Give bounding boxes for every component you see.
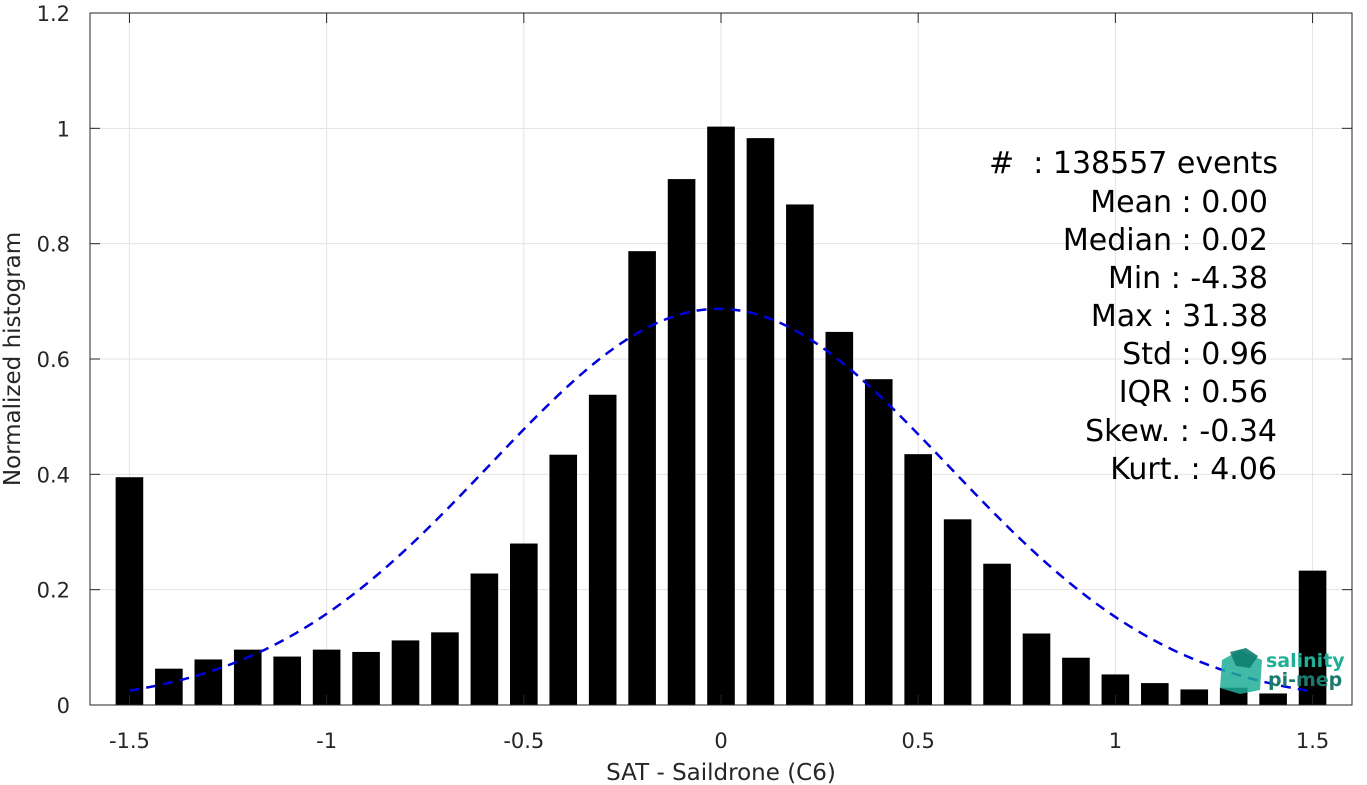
histogram-bar: [510, 543, 538, 705]
x-tick-label: -0.5: [503, 729, 544, 753]
x-tick-label: -1.5: [109, 729, 150, 753]
histogram-bar: [588, 394, 617, 705]
histogram-bar: [904, 454, 932, 705]
histogram-bar: [786, 204, 814, 705]
x-tick-labels: -1.5 -1 -0.5 0 0.5 1 1.5: [109, 729, 1329, 753]
histogram-bar: [943, 519, 972, 705]
y-tick-label: 0.2: [37, 579, 70, 603]
logo-wave-icon-dark: [1230, 648, 1258, 668]
histogram-bar: [983, 563, 1011, 705]
stats-min: Min : -4.38: [1108, 261, 1268, 296]
histogram-bar: [746, 138, 775, 706]
x-axis-label: SAT - Saildrone (C6): [606, 760, 836, 785]
x-tick-label: -1: [316, 729, 337, 753]
histogram-bar: [431, 632, 459, 705]
histogram-bar: [1180, 689, 1209, 705]
histogram-bar: [1062, 657, 1090, 705]
histogram-bar: [1259, 693, 1287, 705]
stats-skew: Skew. : -0.34: [1085, 414, 1277, 449]
histogram-bar: [233, 649, 262, 705]
histogram-bar: [667, 179, 696, 705]
histogram-bar: [1298, 570, 1327, 705]
logo-text-salinity: salinity: [1266, 650, 1345, 672]
y-tick-label: 0.8: [37, 233, 70, 257]
x-tick-label: 1: [1109, 729, 1122, 753]
stats-median: Median : 0.02: [1063, 223, 1268, 258]
histogram-bar: [391, 640, 420, 705]
stats-kurt: Kurt. : 4.06: [1110, 452, 1277, 487]
y-axis-label: Normalized histogram: [0, 232, 26, 486]
histogram-bar: [707, 126, 735, 705]
y-tick-labels: 0 0.2 0.4 0.6 0.8 1 1.2: [37, 2, 70, 718]
stats-mean: Mean : 0.00: [1090, 185, 1268, 220]
stats-box: # : 138557 events Mean : 0.00 Median : 0…: [989, 146, 1278, 487]
histogram-bar: [115, 477, 144, 705]
histogram-bar: [1141, 683, 1169, 705]
histogram-bar: [825, 331, 854, 705]
histogram-bar: [470, 573, 499, 705]
stats-iqr: IQR : 0.56: [1119, 375, 1268, 410]
x-tick-label: 0.5: [901, 729, 934, 753]
histogram-bar: [352, 651, 380, 705]
histogram-bar: [864, 379, 893, 705]
y-tick-label: 0: [57, 694, 70, 718]
histogram-bar: [273, 656, 301, 705]
axes-frame: [89, 12, 1353, 706]
gaussian-fit-curve: [129, 307, 1313, 693]
y-tick-label: 1: [57, 117, 70, 141]
histogram-bar: [155, 668, 183, 705]
x-tick-label: 1.5: [1296, 729, 1329, 753]
y-tick-label: 0.6: [37, 348, 70, 372]
histogram-bar: [549, 454, 578, 705]
stats-std: Std : 0.96: [1122, 337, 1268, 372]
histogram-bar: [194, 659, 223, 705]
histogram-bar: [628, 251, 656, 705]
bars: [115, 126, 1327, 706]
salinity-pimep-logo: salinity pi-mep: [1220, 648, 1345, 694]
stats-max: Max : 31.38: [1091, 299, 1268, 334]
stats-events: # : 138557 events: [989, 146, 1278, 181]
x-tick-label: 0: [714, 729, 727, 753]
y-tick-label: 1.2: [37, 2, 70, 26]
y-tick-label: 0.4: [37, 463, 70, 487]
histogram-bar: [1022, 633, 1051, 705]
logo-text-pimep: pi-mep: [1268, 669, 1342, 691]
